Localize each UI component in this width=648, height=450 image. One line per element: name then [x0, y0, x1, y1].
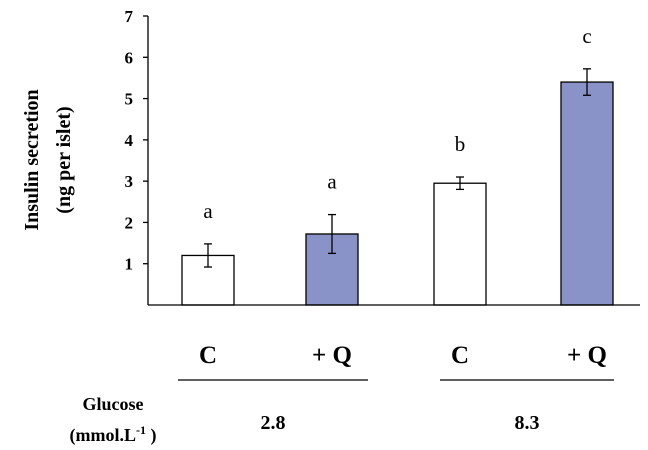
bar-category-label: + Q	[567, 342, 607, 369]
y-tick-label: 1	[125, 255, 134, 274]
y-axis-ticks: 1 2 3 4 5 6 7	[125, 7, 148, 274]
y-tick-label: 5	[125, 90, 134, 109]
glucose-unit-close: )	[146, 425, 157, 446]
significance-letter: a	[327, 170, 337, 194]
bars: a Ca + Q b Cc + Q	[181, 24, 614, 369]
bar-category-label: + Q	[312, 342, 352, 369]
glucose-unit-exponent: -1	[136, 423, 146, 437]
glucose-label-line2: (mmol.L-1 )	[70, 423, 157, 446]
y-axis-label-line2: (ng per islet)	[53, 106, 75, 213]
y-axis-label-line1: Insulin secretion	[21, 89, 43, 230]
y-tick-label: 4	[125, 131, 134, 150]
bar-category-label: C	[451, 342, 469, 369]
significance-letter: c	[582, 24, 591, 48]
bar	[560, 81, 614, 306]
glucose-value-high: 8.3	[515, 412, 540, 434]
significance-letter: a	[203, 199, 213, 223]
y-tick-label: 2	[125, 213, 134, 232]
y-tick-label: 7	[125, 7, 134, 26]
significance-letter: b	[455, 132, 466, 156]
glucose-label-line1: Glucose	[83, 394, 144, 414]
bar-category-label: C	[199, 342, 217, 369]
bar	[433, 182, 487, 306]
y-tick-label: 3	[125, 172, 134, 191]
glucose-unit-text: (mmol.L	[70, 425, 137, 446]
glucose-value-low: 2.8	[261, 412, 286, 434]
y-tick-label: 6	[125, 48, 134, 67]
